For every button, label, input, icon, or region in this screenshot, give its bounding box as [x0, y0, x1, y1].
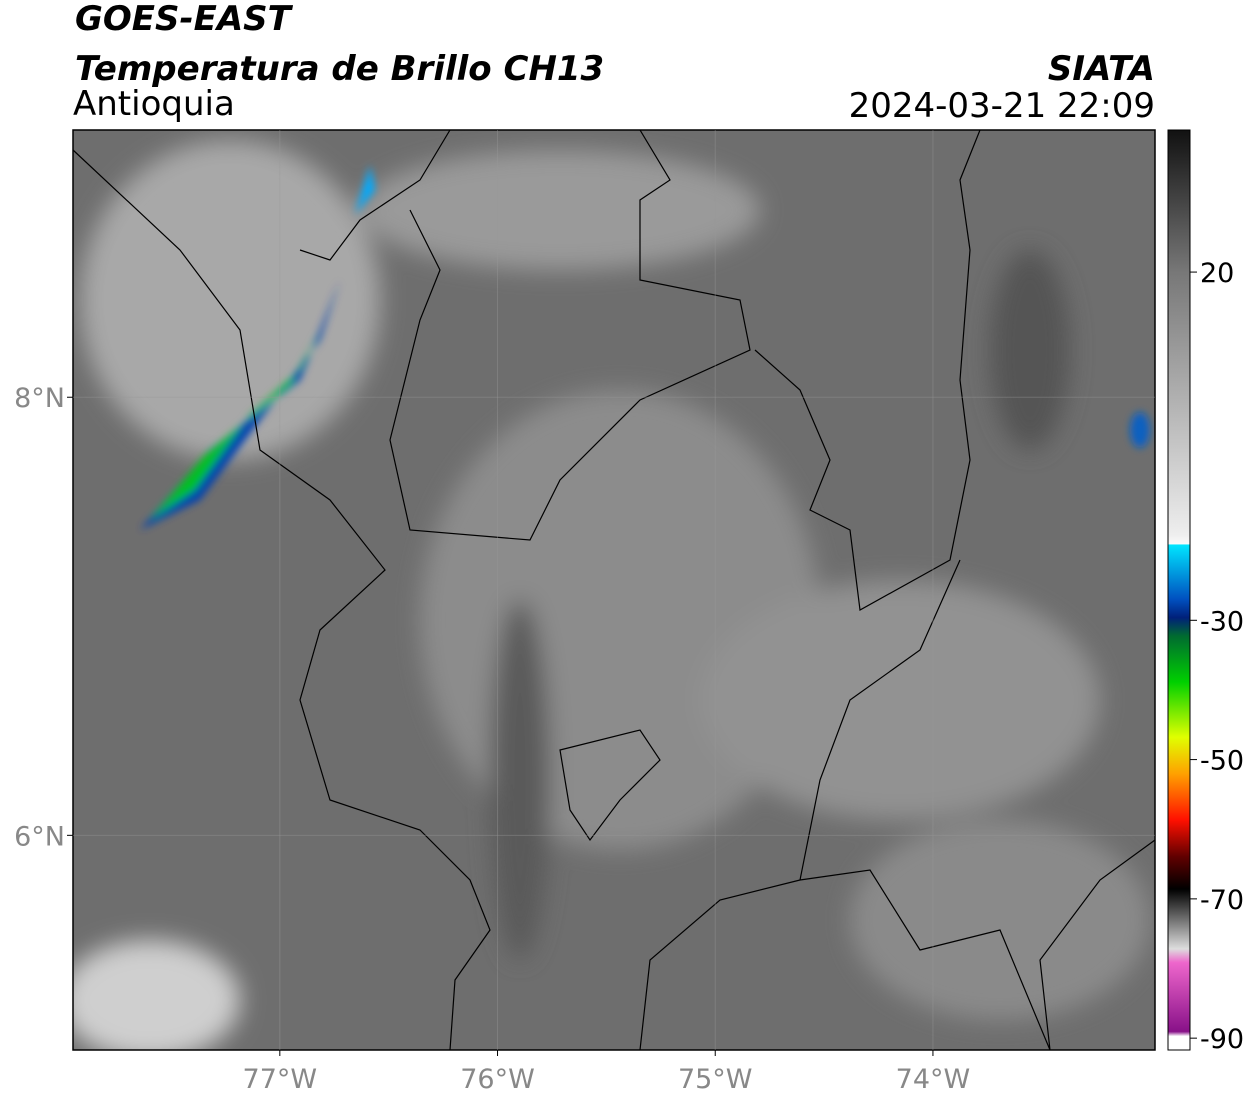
y-tick-label: 6°N [14, 821, 65, 852]
colorbar-tick-label: -50 [1200, 746, 1244, 777]
colorbar-tick-label: -70 [1200, 885, 1244, 916]
colorbar-tick-label: 20 [1200, 258, 1234, 289]
map-frame [72, 129, 1156, 1051]
satellite-image [73, 130, 1155, 1050]
colorbar-tick-label: -90 [1200, 1024, 1244, 1055]
subtitle: Temperatura de Brillo CH13 [75, 49, 604, 89]
x-tick-label: 77°W [243, 1064, 318, 1095]
title: GOES-EAST [75, 0, 294, 39]
source: SIATA [1048, 49, 1155, 89]
x-tick-label: 76°W [460, 1064, 535, 1095]
x-tick-label: 75°W [678, 1064, 753, 1095]
colorbar-tick-label: -30 [1200, 606, 1244, 637]
datetime: 2024-03-21 22:09 [849, 86, 1155, 126]
region: Antioquia [73, 84, 235, 124]
x-tick-label: 74°W [896, 1064, 971, 1095]
colorbar [1167, 129, 1191, 1051]
y-tick-label: 8°N [14, 383, 65, 414]
